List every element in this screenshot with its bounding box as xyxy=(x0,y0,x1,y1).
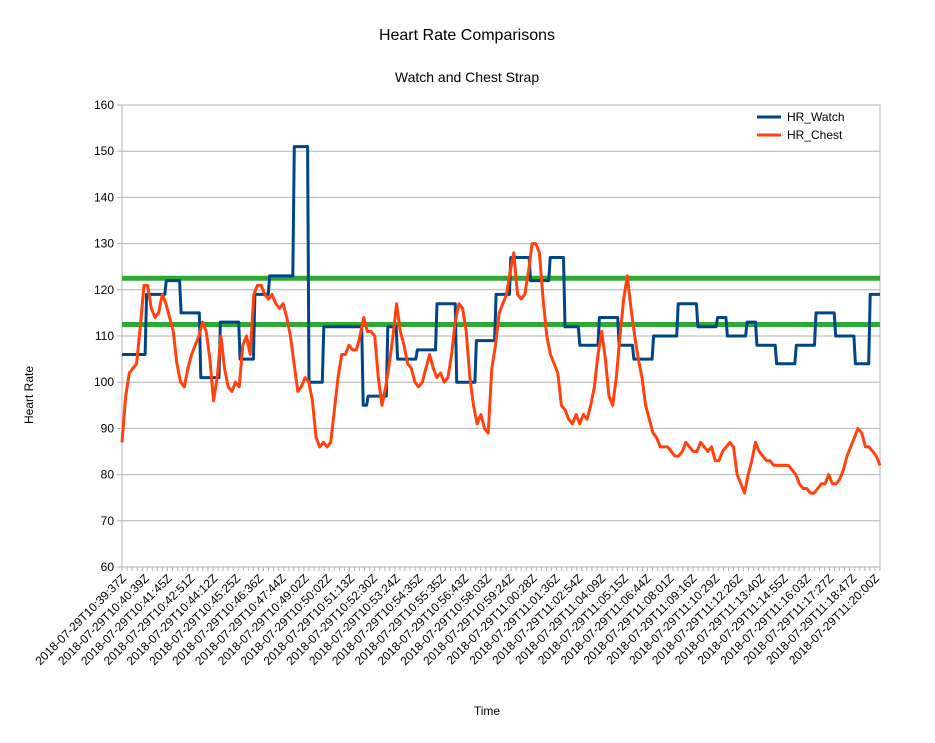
y-tick-label: 90 xyxy=(101,421,115,435)
y-tick-label: 120 xyxy=(94,283,114,297)
chart-title: Heart Rate Comparisons xyxy=(379,27,555,44)
series-line-hr-chest xyxy=(120,242,882,495)
x-axis-title: Time xyxy=(474,704,501,718)
y-tick-label: 70 xyxy=(101,514,115,528)
grid xyxy=(121,104,881,568)
y-tick-label: 130 xyxy=(94,237,114,251)
y-tick-label: 160 xyxy=(94,98,114,112)
reference-lines xyxy=(122,275,880,327)
chart-subtitle: Watch and Chest Strap xyxy=(395,69,539,85)
legend: HR_Watch HR_Chest xyxy=(757,110,845,142)
y-tick-label: 80 xyxy=(101,468,115,482)
y-tick-label: 150 xyxy=(94,144,114,158)
axes: 607080901001101201301401501602018-07-29T… xyxy=(32,98,882,668)
series-line-hr-watch xyxy=(122,145,880,407)
series-lines xyxy=(120,145,882,495)
legend-label: HR_Watch xyxy=(787,110,845,124)
y-tick-label: 60 xyxy=(101,560,115,574)
y-tick-label: 100 xyxy=(94,375,114,389)
y-axis-title: Heart Rate xyxy=(22,366,36,424)
y-tick-label: 140 xyxy=(94,190,114,204)
y-tick-label: 110 xyxy=(95,329,114,343)
legend-label: HR_Chest xyxy=(787,128,843,142)
